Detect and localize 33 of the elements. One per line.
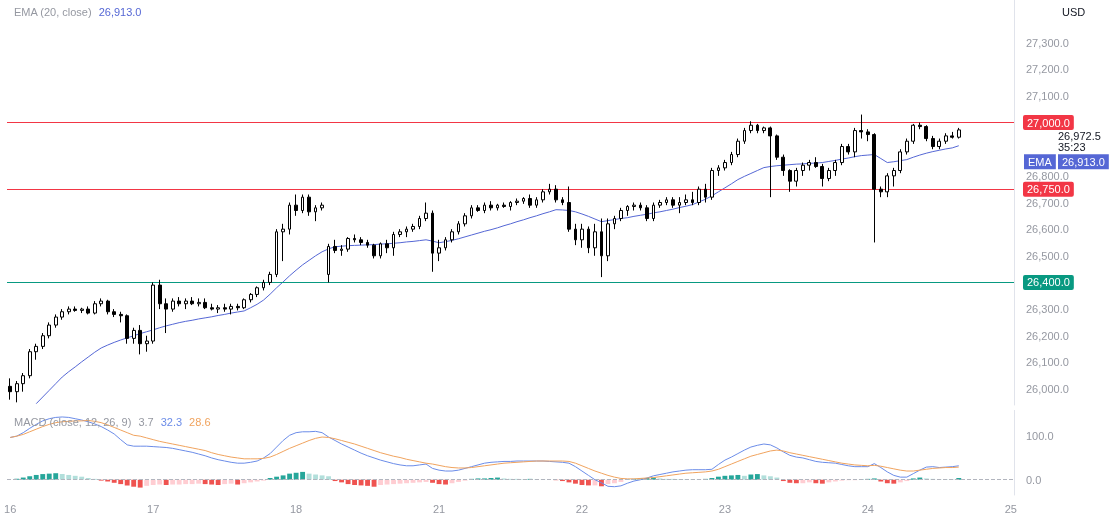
y-tick-label: 26,800.0 <box>1026 169 1069 182</box>
text: 26,972.5 <box>1058 129 1101 142</box>
x-tick-label: 17 <box>147 502 160 515</box>
text: 26,913.0 <box>1062 155 1105 168</box>
ref-line-label: 27,000.0 <box>1027 116 1070 129</box>
ref-line-label: 26,400.0 <box>1027 276 1070 289</box>
x-tick-label: 18 <box>289 502 303 515</box>
x-tick-label: 21 <box>432 502 446 515</box>
x-tick-label: 24 <box>861 502 874 515</box>
y-tick-label: 26,600.0 <box>1026 223 1069 236</box>
y-tick-label: 26,100.0 <box>1026 356 1069 369</box>
legend-label: EMA <box>1028 155 1053 168</box>
text: EMA (20, close) <box>14 6 92 18</box>
y-tick-label: 100.0 <box>1026 430 1054 443</box>
y-tick-label: 27,300.0 <box>1026 36 1069 49</box>
y-axis-title: USD <box>1062 6 1086 18</box>
x-tick-label: 25 <box>1004 502 1017 515</box>
y-tick-label: 26,000.0 <box>1026 383 1069 396</box>
y-tick-label: 27,200.0 <box>1026 63 1069 76</box>
ref-line-label: 26,750.0 <box>1027 183 1070 196</box>
annotation: 3.7 <box>138 416 154 428</box>
annotation: 26,913.0 <box>98 6 142 18</box>
y-tick-label: 26,300.0 <box>1026 303 1069 316</box>
y-tick-label: 26,200.0 <box>1026 329 1069 342</box>
y-tick-label: 0.0 <box>1026 473 1042 486</box>
annotation: 32.3 <box>160 416 183 428</box>
y-tick-label: 26,500.0 <box>1026 249 1069 262</box>
x-tick-label: 16 <box>4 502 17 515</box>
x-tick-label: 22 <box>575 502 589 515</box>
y-tick-label: 27,100.0 <box>1026 89 1069 102</box>
annotation: 28.6 <box>189 416 211 428</box>
y-tick-label: 26,700.0 <box>1026 196 1069 209</box>
x-tick-label: 23 <box>718 502 732 515</box>
